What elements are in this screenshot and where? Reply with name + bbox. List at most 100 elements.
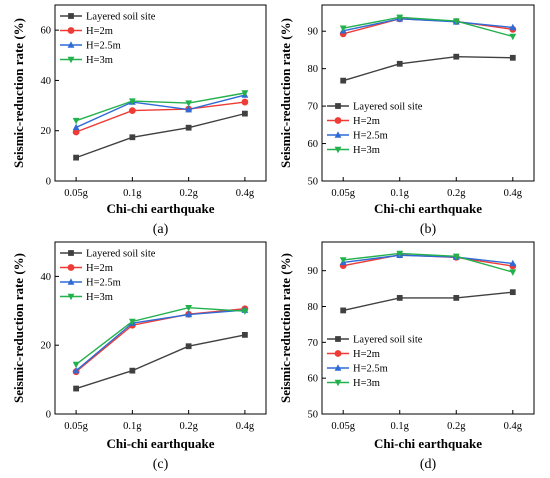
data-point — [72, 128, 80, 136]
legend-marker — [68, 250, 74, 256]
panel-label: (c) — [153, 457, 169, 472]
legend: Layered soil site H=2m H=2.5m H=3m — [60, 12, 156, 66]
legend-marker — [334, 379, 342, 387]
legend-label: Layered soil site — [86, 12, 156, 23]
legend: Layered soil site H=2m H=2.5m H=3m — [60, 249, 156, 303]
series-line — [75, 101, 245, 133]
data-point — [72, 361, 80, 369]
legend-marker — [335, 336, 341, 342]
chart-panel-a: 0 20 40 60 0.05g 0.1g 0.2g 0.4g Chi-chi earthqua… — [11, 4, 267, 237]
series-line — [75, 309, 245, 372]
data-point — [340, 77, 347, 84]
data-point — [453, 295, 460, 301]
panel-label: (a) — [153, 222, 169, 237]
y-tick-label: 90 — [308, 27, 319, 38]
y-axis-title: Seismic-reduction rate (%) — [11, 253, 26, 403]
chart-panel-b: 50 60 70 80 90 0.05g 0.1g 0.2g 0.4g Chi-chi earth… — [278, 4, 535, 237]
series-line — [75, 334, 246, 390]
legend-marker — [67, 278, 75, 285]
x-tick-label: 0.2g — [179, 188, 198, 199]
legend-label: H=2.5m — [353, 364, 388, 375]
x-tick-label: 0.2g — [179, 421, 198, 432]
data-point — [453, 53, 460, 60]
data-point — [242, 331, 248, 338]
data-point — [452, 253, 460, 261]
legend-marker — [67, 27, 75, 34]
legend-label: H=2m — [86, 26, 113, 37]
x-tick-label: 0.4g — [504, 188, 523, 199]
y-tick-label: 40 — [41, 272, 52, 283]
series-line — [343, 254, 513, 265]
legend-label: Layered soil site — [86, 249, 156, 260]
y-tick-label: 0 — [46, 177, 51, 188]
data-point — [241, 98, 249, 106]
x-tick-label: 0.4g — [236, 188, 255, 199]
series-line — [75, 112, 246, 159]
panel-label: (b) — [420, 222, 437, 237]
legend-marker — [67, 293, 75, 301]
series-line — [75, 92, 246, 122]
y-tick-label: 50 — [308, 410, 319, 421]
data-point — [339, 25, 347, 32]
y-tick-label: 20 — [41, 341, 52, 352]
data-point — [242, 110, 248, 117]
plot-frame — [54, 241, 267, 415]
data-point — [452, 18, 460, 25]
y-axis-title: Seismic-reduction rate (%) — [278, 253, 293, 403]
x-tick-label: 0.2g — [447, 188, 466, 199]
legend-label: H=2m — [353, 116, 380, 127]
x-tick-label: 0.4g — [236, 421, 255, 432]
x-tick-label: 0.1g — [391, 421, 410, 432]
legend-label: H=2m — [86, 263, 113, 274]
data-point — [241, 90, 249, 97]
y-tick-label: 60 — [41, 26, 52, 37]
series-line — [343, 18, 513, 35]
data-point — [396, 295, 403, 301]
x-tick-label: 0.4g — [504, 421, 523, 432]
data-point — [128, 98, 136, 105]
series-line — [343, 55, 513, 82]
series-line — [343, 18, 513, 32]
series-line — [75, 306, 245, 366]
legend-marker — [334, 117, 342, 124]
data-point — [396, 250, 404, 258]
data-point — [185, 105, 193, 113]
panel-label: (d) — [420, 457, 437, 472]
chart-panel-c: 0 20 40 0.05g 0.1g 0.2g 0.4g Chi-chi earthquake… — [11, 241, 267, 472]
data-point — [339, 257, 347, 264]
plot-frame — [321, 4, 535, 182]
legend-label: Layered soil site — [353, 335, 423, 346]
legend-marker — [334, 146, 342, 154]
legend-marker — [67, 56, 75, 64]
y-tick-label: 50 — [308, 177, 319, 188]
series-line — [75, 94, 246, 129]
legend-label: H=3m — [86, 292, 113, 303]
x-axis-title: Chi-chi earthquake — [107, 201, 215, 216]
data-point — [509, 289, 516, 296]
data-point — [72, 123, 80, 131]
x-axis-title: Chi-chi earthquake — [107, 436, 215, 451]
legend: Layered soil site H=2m H=2.5m H=3m — [327, 102, 423, 156]
x-tick-label: 0.1g — [391, 188, 410, 199]
legend-label: Layered soil site — [353, 102, 423, 113]
data-point — [128, 107, 136, 114]
plot-frame — [54, 4, 267, 182]
y-tick-label: 70 — [308, 338, 319, 349]
data-point — [72, 366, 80, 374]
x-axis-title: Chi-chi earthquake — [374, 436, 482, 451]
data-point — [509, 23, 517, 31]
legend: Layered soil site H=2m H=2.5m H=3m — [327, 335, 423, 389]
legend-label: H=2.5m — [353, 131, 388, 142]
x-tick-label: 0.1g — [123, 421, 142, 432]
legend-label: H=2.5m — [86, 41, 121, 52]
data-point — [509, 54, 516, 61]
legend-marker — [67, 264, 75, 271]
data-point — [73, 385, 79, 392]
series-line — [343, 16, 513, 38]
data-point — [396, 60, 403, 67]
x-tick-label: 0.05g — [64, 188, 88, 199]
plot-frame — [321, 241, 535, 415]
data-point — [396, 14, 404, 22]
data-point — [128, 318, 136, 326]
